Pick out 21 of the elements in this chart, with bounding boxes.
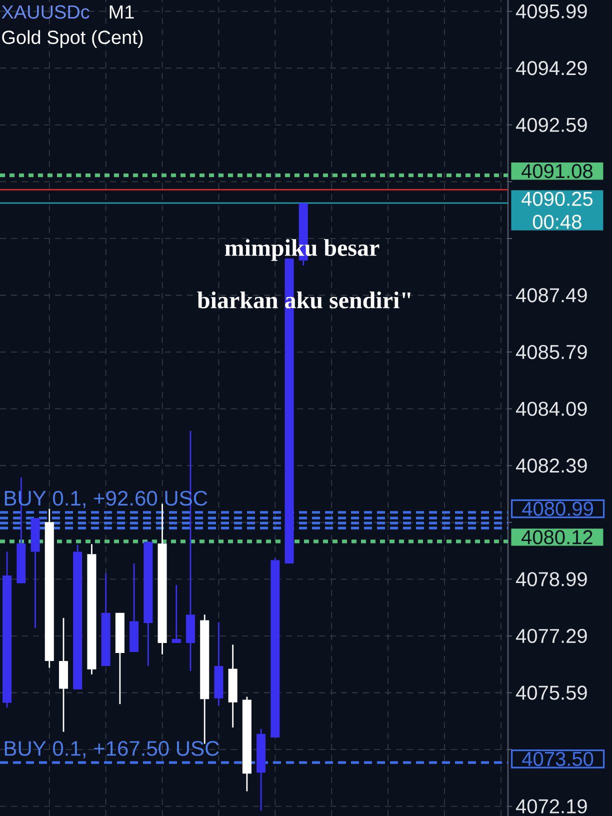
ref-line-label: 4091.08 (522, 164, 592, 178)
y-tick-label: 4072.19 (516, 799, 587, 814)
ref-line-label: 4080.12 (522, 530, 592, 544)
y-tick-label: 4085.79 (516, 344, 587, 360)
y-tick-label: 4095.99 (516, 4, 587, 18)
chart-title: XAUUSDc (2, 5, 90, 19)
text: Gold Spot (Cent) (2, 30, 143, 48)
y-tick-label: 4078.99 (516, 572, 587, 586)
y-tick-label: 4094.29 (516, 61, 587, 76)
annotation: BUY 0.1, +167.50 USC (4, 741, 219, 758)
ref-line-label: 4080.99 (522, 502, 593, 516)
annotation: M1 (110, 5, 134, 19)
y-tick-label: 4082.39 (516, 458, 587, 473)
y-tick-label: 4075.59 (516, 686, 587, 700)
y-tick-label: 4092.59 (516, 118, 587, 132)
y-tick-label: 4087.49 (516, 288, 587, 302)
ref-line-label: 4073.50 (522, 752, 594, 766)
y-tick-label: 4077.29 (516, 628, 587, 644)
y-tick-label: 4084.09 (516, 402, 587, 416)
candlestick (172, 584, 181, 644)
ref-line-label: 4090.25 00:48 (522, 192, 592, 229)
